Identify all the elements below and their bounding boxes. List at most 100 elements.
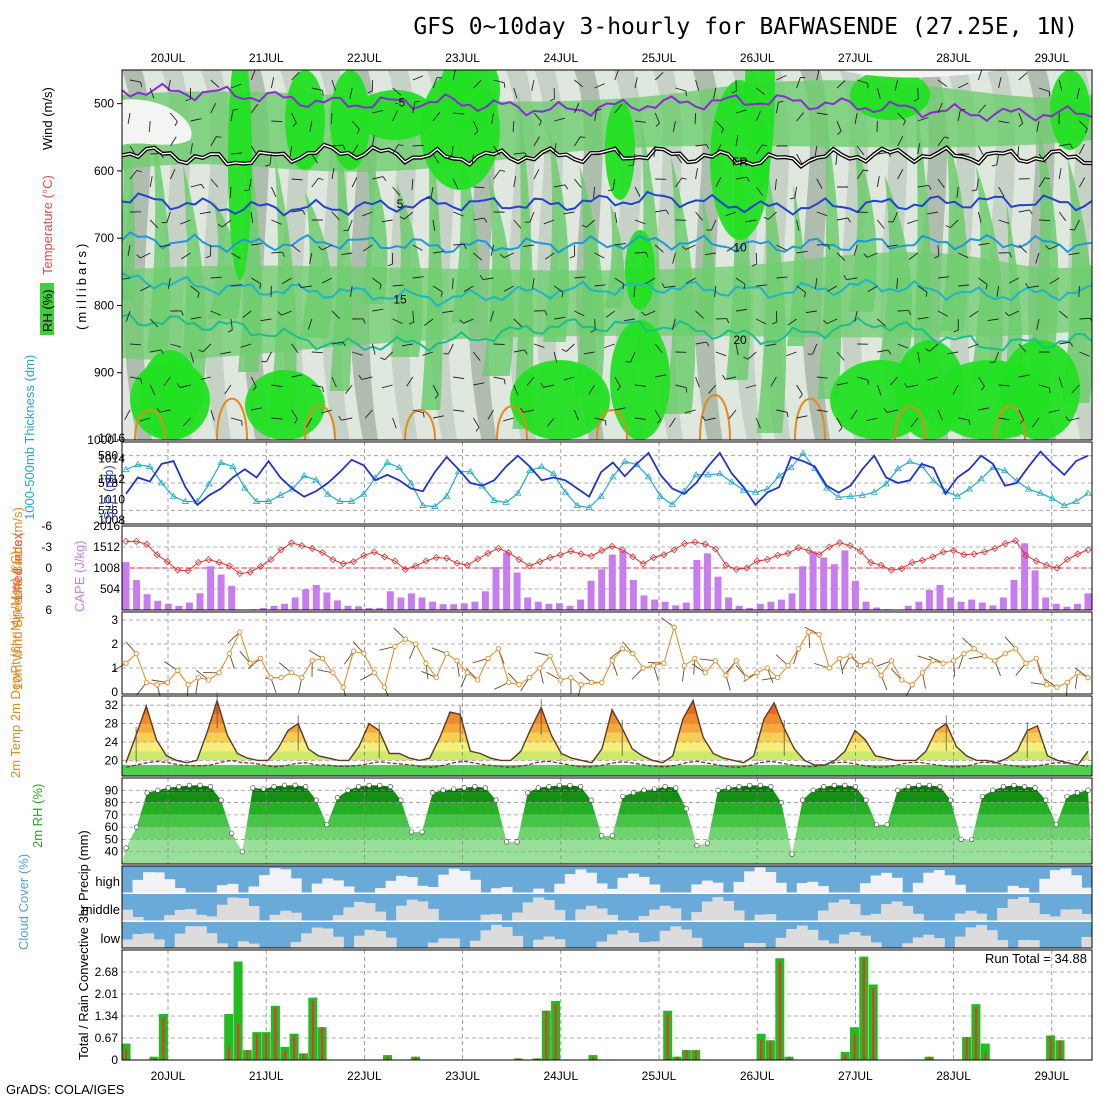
wind-barb	[1038, 87, 1050, 93]
cloud-cover-cell	[1081, 913, 1093, 921]
temperature-band	[122, 741, 1092, 752]
cape-bar	[164, 603, 172, 611]
wind-barb	[1018, 343, 1027, 353]
humidity-point	[947, 797, 954, 803]
wind-barb	[271, 251, 283, 254]
wind-barb	[190, 118, 202, 122]
cape-bar	[333, 600, 341, 610]
humidity-tick-label: 60	[105, 820, 119, 834]
lifted-index-point	[360, 551, 368, 559]
wind-barb	[311, 153, 319, 164]
lifted-index-point	[577, 550, 585, 558]
wind-barb	[493, 145, 501, 156]
cloud-cover-cell	[902, 943, 914, 948]
wind-barb	[877, 151, 889, 155]
cloud-cover-cell	[459, 870, 471, 893]
cloud-cover-cell	[817, 910, 829, 921]
wind-barb-flag	[789, 197, 795, 200]
wind-barb	[917, 117, 929, 122]
cape-bar	[746, 607, 754, 610]
date-label-bottom: 28JUL	[936, 1069, 971, 1083]
wind-barb	[270, 186, 277, 198]
date-label-top: 24JUL	[543, 51, 578, 65]
wind-barb-flag	[538, 120, 542, 126]
precip-convective-bar	[984, 1053, 987, 1060]
cape-bar	[682, 602, 690, 610]
wind-barb	[675, 153, 683, 164]
slp-line	[125, 452, 1089, 509]
lifted-index-point	[960, 551, 968, 559]
cloud-cover-cell	[723, 901, 734, 921]
rh-high-patch	[228, 70, 252, 280]
slp-point	[929, 477, 938, 484]
wind-speed-point	[278, 674, 284, 681]
wind-barb-flag	[580, 136, 586, 139]
wind-speed-point	[506, 679, 512, 686]
surface-wind-barb	[775, 654, 789, 666]
cloud-cover-cell	[533, 888, 545, 893]
humidity-point	[429, 790, 436, 796]
cloud-cover-cell	[132, 917, 144, 921]
precip-convective-bar	[293, 1035, 296, 1060]
humidity-point	[821, 783, 827, 790]
cape-bar	[651, 599, 659, 610]
cloud-cover-cell	[354, 901, 365, 921]
wind-speed-point	[123, 660, 129, 666]
lifted-index-point	[805, 546, 813, 555]
wind-barb	[307, 318, 313, 330]
precip-convective-bar	[536, 1058, 539, 1060]
temperature-base-band	[122, 764, 1092, 776]
wind-barb-flag	[136, 254, 141, 259]
slp-point	[1024, 485, 1033, 492]
wind-barb-flag	[1069, 341, 1074, 347]
wind-speed-point	[764, 665, 770, 671]
cape-bar	[143, 594, 151, 610]
wind-barb	[708, 384, 717, 394]
wind-barb	[937, 244, 940, 257]
cape-bar	[323, 592, 331, 610]
surface-wind-barb	[579, 671, 592, 683]
wind-barb	[371, 343, 376, 355]
wind-barb	[311, 87, 323, 91]
wind-barb	[210, 178, 219, 188]
wind-barb-flag	[499, 169, 506, 172]
wind-barb	[1079, 120, 1088, 129]
cloud-cover-cell	[923, 934, 935, 948]
cloud-cover-cell	[638, 876, 650, 893]
wind-barb-flag	[581, 224, 587, 228]
wind-barb	[281, 310, 292, 316]
wind-barb	[1008, 277, 1020, 284]
cloud-cover-cell	[912, 913, 924, 921]
wind-speed-point	[237, 629, 243, 635]
cloud-cover-cell	[754, 914, 766, 921]
wind-barb	[614, 211, 618, 223]
wind-barb	[210, 409, 215, 421]
wind-barb	[910, 417, 919, 428]
wind-speed-point	[568, 674, 574, 681]
wind-barb	[170, 343, 182, 348]
cape-bar	[915, 601, 923, 610]
wind-barb	[392, 186, 401, 196]
wind-barb	[653, 145, 656, 157]
wind-barb	[412, 409, 424, 414]
wind-barb	[345, 384, 353, 394]
cloud-cover-cell	[744, 942, 756, 948]
wind-barb-flag	[561, 292, 564, 298]
warm-contour	[794, 397, 826, 440]
surface-wind-barb	[962, 637, 975, 650]
cloud-cover-cell	[1060, 868, 1072, 893]
cape-bar	[608, 554, 616, 610]
cloud-cover-cell	[659, 930, 671, 948]
rh-high-patch	[245, 370, 325, 440]
wind-speed-point	[154, 682, 160, 688]
cloud-cover-cell	[322, 878, 334, 893]
lifted-index-point	[970, 550, 978, 558]
surface-wind-barb	[691, 663, 706, 674]
wind-barb-flag	[446, 156, 452, 159]
precip-convective-bar	[321, 1027, 324, 1060]
lifted-index-point	[836, 539, 844, 547]
lifted-index-point	[308, 544, 316, 552]
wind-barb	[735, 109, 747, 114]
wind-barb-flag	[1018, 122, 1023, 127]
